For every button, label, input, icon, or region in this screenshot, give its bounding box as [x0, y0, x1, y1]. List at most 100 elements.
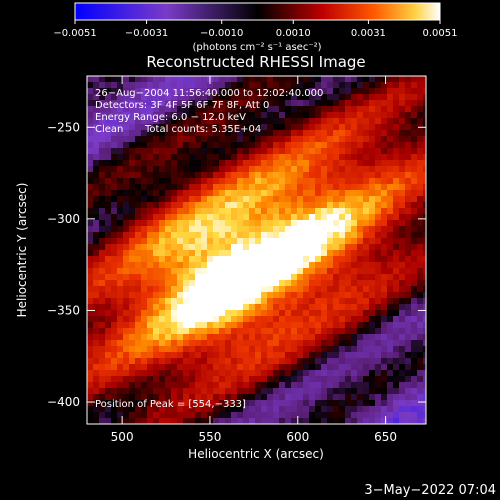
heatmap-cell	[225, 262, 231, 268]
heatmap-cell	[339, 82, 345, 88]
heatmap-cell	[105, 112, 111, 118]
heatmap-cell	[159, 208, 165, 214]
heatmap-cell	[201, 196, 207, 202]
heatmap-cell	[219, 292, 225, 298]
heatmap-cell	[237, 310, 243, 316]
heatmap-cell	[267, 322, 273, 328]
heatmap-cell	[147, 82, 153, 88]
heatmap-cell	[117, 112, 123, 118]
heatmap-cell	[399, 142, 405, 148]
heatmap-cell	[219, 190, 225, 196]
heatmap-cell	[393, 364, 399, 370]
heatmap-cell	[357, 124, 363, 130]
heatmap-cell	[123, 316, 129, 322]
heatmap-cell	[165, 244, 171, 250]
heatmap-cell	[345, 310, 351, 316]
heatmap-cell	[135, 376, 141, 382]
heatmap-cell	[159, 100, 165, 106]
heatmap-cell	[267, 256, 273, 262]
heatmap-cell	[171, 238, 177, 244]
heatmap-cell	[93, 130, 99, 136]
heatmap-cell	[423, 184, 426, 190]
heatmap-cell	[129, 328, 135, 334]
heatmap-cell	[267, 76, 273, 82]
heatmap-cell	[249, 340, 255, 346]
heatmap-cell	[303, 208, 309, 214]
heatmap-cell	[387, 244, 393, 250]
heatmap-cell	[255, 304, 261, 310]
heatmap-cell	[159, 322, 165, 328]
heatmap-cell	[381, 412, 387, 418]
heatmap-cell	[213, 130, 219, 136]
heatmap-cell	[189, 358, 195, 364]
heatmap-cell	[141, 394, 147, 400]
heatmap-cell	[99, 202, 105, 208]
heatmap-cell	[303, 286, 309, 292]
heatmap-cell	[99, 394, 105, 400]
heatmap-cell	[261, 94, 267, 100]
heatmap-cell	[201, 148, 207, 154]
heatmap-cell	[405, 238, 411, 244]
heatmap-cell	[135, 142, 141, 148]
heatmap-cell	[99, 214, 105, 220]
heatmap-cell	[273, 376, 279, 382]
heatmap-cell	[93, 106, 99, 112]
heatmap-cell	[237, 160, 243, 166]
heatmap-cell	[87, 268, 93, 274]
heatmap-cell	[207, 238, 213, 244]
heatmap-cell	[285, 94, 291, 100]
heatmap-cell	[159, 118, 165, 124]
heatmap-cell	[135, 328, 141, 334]
heatmap-cell	[165, 286, 171, 292]
heatmap-cell	[291, 292, 297, 298]
heatmap-cell	[165, 190, 171, 196]
heatmap-cell	[399, 148, 405, 154]
heatmap-cell	[135, 106, 141, 112]
heatmap-cell	[303, 262, 309, 268]
heatmap-cell	[189, 112, 195, 118]
heatmap-cell	[291, 328, 297, 334]
heatmap-cell	[195, 388, 201, 394]
heatmap-cell	[375, 178, 381, 184]
heatmap-cell	[375, 298, 381, 304]
heatmap-cell	[315, 82, 321, 88]
heatmap-cell	[87, 310, 93, 316]
heatmap-cell	[327, 88, 333, 94]
heatmap-cell	[189, 202, 195, 208]
heatmap-cell	[267, 112, 273, 118]
heatmap-cell	[357, 130, 363, 136]
heatmap-cell	[303, 388, 309, 394]
heatmap-cell	[201, 322, 207, 328]
heatmap-cell	[147, 232, 153, 238]
heatmap-cell	[405, 94, 411, 100]
heatmap-cell	[363, 316, 369, 322]
heatmap-cell	[315, 256, 321, 262]
heatmap-cell	[267, 298, 273, 304]
heatmap-cell	[189, 76, 195, 82]
heatmap-cell	[213, 172, 219, 178]
heatmap-cell	[351, 232, 357, 238]
heatmap-cell	[297, 340, 303, 346]
heatmap-cell	[147, 184, 153, 190]
heatmap-cell	[135, 160, 141, 166]
heatmap-cell	[417, 256, 423, 262]
heatmap-cell	[309, 418, 315, 424]
heatmap-cell	[285, 202, 291, 208]
heatmap-cell	[249, 244, 255, 250]
heatmap-cell	[129, 388, 135, 394]
heatmap-cell	[255, 250, 261, 256]
heatmap-cell	[231, 256, 237, 262]
heatmap-cell	[279, 76, 285, 82]
heatmap-cell	[177, 112, 183, 118]
heatmap-cell	[315, 196, 321, 202]
heatmap-cell	[99, 238, 105, 244]
heatmap-cell	[375, 376, 381, 382]
heatmap-cell	[165, 142, 171, 148]
heatmap-cell	[183, 334, 189, 340]
heatmap-cell	[219, 184, 225, 190]
heatmap-cell	[309, 142, 315, 148]
heatmap-cell	[309, 76, 315, 82]
heatmap-cell	[357, 400, 363, 406]
heatmap-cell	[375, 94, 381, 100]
heatmap-cell	[195, 316, 201, 322]
